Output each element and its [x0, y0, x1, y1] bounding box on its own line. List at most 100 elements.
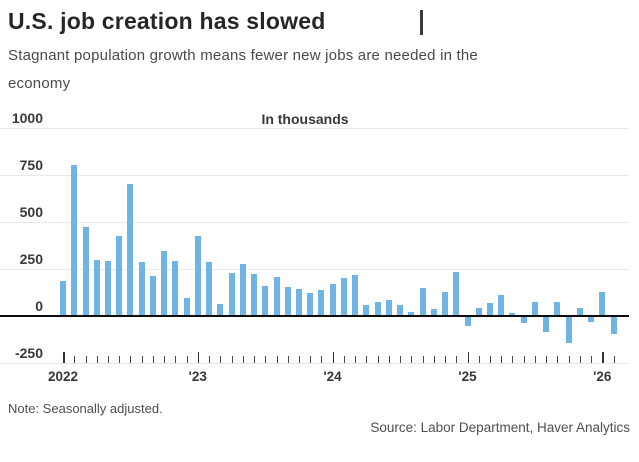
y-axis-label: 250 [19, 251, 43, 267]
y-axis-label: 750 [19, 157, 43, 173]
bar [363, 304, 370, 315]
y-axis-label: 0 [35, 298, 43, 314]
x-axis-tick [107, 356, 109, 363]
x-axis-tick [568, 356, 570, 363]
bar [82, 226, 89, 315]
x-axis-tick [512, 356, 514, 363]
bar [239, 264, 246, 315]
bar [194, 236, 201, 315]
x-axis-year-label: 2022 [47, 369, 79, 384]
bar [430, 309, 437, 315]
x-axis-tick [298, 356, 300, 363]
x-axis-tick [85, 356, 87, 363]
bar [206, 262, 213, 315]
bar [183, 298, 190, 315]
x-axis-tick [557, 356, 559, 363]
zero-axis-line [0, 315, 629, 317]
x-axis-tick [534, 356, 536, 363]
x-axis-tick [501, 356, 503, 363]
bar [509, 313, 516, 315]
y-axis-label: 1000 [11, 110, 43, 126]
bar [307, 293, 314, 315]
x-axis-tick [546, 356, 548, 363]
gridline [0, 222, 629, 223]
x-axis-tick [366, 356, 368, 363]
chart-title: U.S. job creation has slowed [8, 8, 326, 34]
bar [127, 184, 134, 315]
bar [520, 317, 527, 323]
bar [295, 288, 302, 315]
gridline [0, 269, 629, 270]
bar [464, 317, 471, 326]
bar [531, 301, 538, 315]
x-axis-tick [209, 356, 211, 363]
x-axis-tick [74, 356, 76, 363]
bar [60, 281, 66, 315]
bar [161, 251, 168, 315]
bar [251, 273, 257, 315]
x-axis-tick [377, 356, 379, 363]
x-axis-tick [579, 356, 581, 363]
x-axis-tick [343, 356, 345, 363]
x-axis-tick [276, 356, 278, 363]
x-axis-tick [332, 352, 335, 363]
bar [374, 301, 381, 315]
x-axis-tick [254, 356, 255, 363]
x-axis-tick [422, 356, 424, 363]
x-axis-tick [591, 356, 592, 363]
x-axis-year-label: '26 [593, 369, 612, 384]
x-axis-tick [321, 356, 323, 363]
bar [340, 278, 347, 315]
text-cursor [420, 10, 423, 35]
x-axis-tick [242, 356, 244, 363]
bar [217, 303, 224, 315]
x-axis-tick [63, 352, 65, 363]
bar [273, 276, 280, 315]
y-axis-label: -250 [14, 345, 43, 361]
chart-subtitle-line2: economy [8, 75, 71, 92]
x-axis-tick [231, 356, 233, 363]
x-axis-tick [197, 352, 200, 363]
x-axis-tick [96, 356, 98, 363]
bar [149, 275, 156, 315]
x-axis-tick [310, 356, 312, 363]
x-axis-tick [141, 356, 143, 363]
x-axis-tick [467, 352, 469, 363]
bar [554, 301, 561, 315]
x-axis-tick [445, 356, 446, 363]
bar [116, 236, 123, 315]
bar [419, 287, 426, 315]
bar [104, 260, 111, 315]
x-axis-year-label: '25 [458, 369, 477, 384]
x-axis-tick [119, 356, 121, 363]
x-axis-tick [602, 352, 604, 363]
x-axis-tick [186, 356, 188, 363]
bar [138, 262, 145, 315]
x-axis-year-label: '24 [323, 369, 342, 384]
bar [318, 289, 325, 315]
x-axis-tick [400, 356, 401, 363]
bar [408, 312, 415, 315]
gridline [0, 363, 629, 364]
x-axis-tick [130, 356, 132, 363]
x-axis-tick [388, 356, 390, 363]
bar [93, 259, 100, 315]
chart-source: Source: Labor Department, Haver Analytic… [370, 420, 630, 435]
x-axis-tick [478, 356, 480, 363]
bar [385, 300, 392, 315]
x-axis-tick [613, 356, 615, 363]
gridline [0, 128, 629, 129]
x-axis-tick [489, 356, 491, 363]
x-axis-tick [433, 356, 435, 363]
x-axis-tick [287, 356, 289, 363]
x-axis-tick [411, 356, 413, 363]
bar [172, 260, 179, 315]
bar [498, 295, 505, 315]
bar [228, 272, 235, 315]
bar [453, 271, 460, 315]
bar [71, 164, 78, 315]
x-axis-tick [220, 356, 222, 363]
bar [284, 286, 291, 315]
